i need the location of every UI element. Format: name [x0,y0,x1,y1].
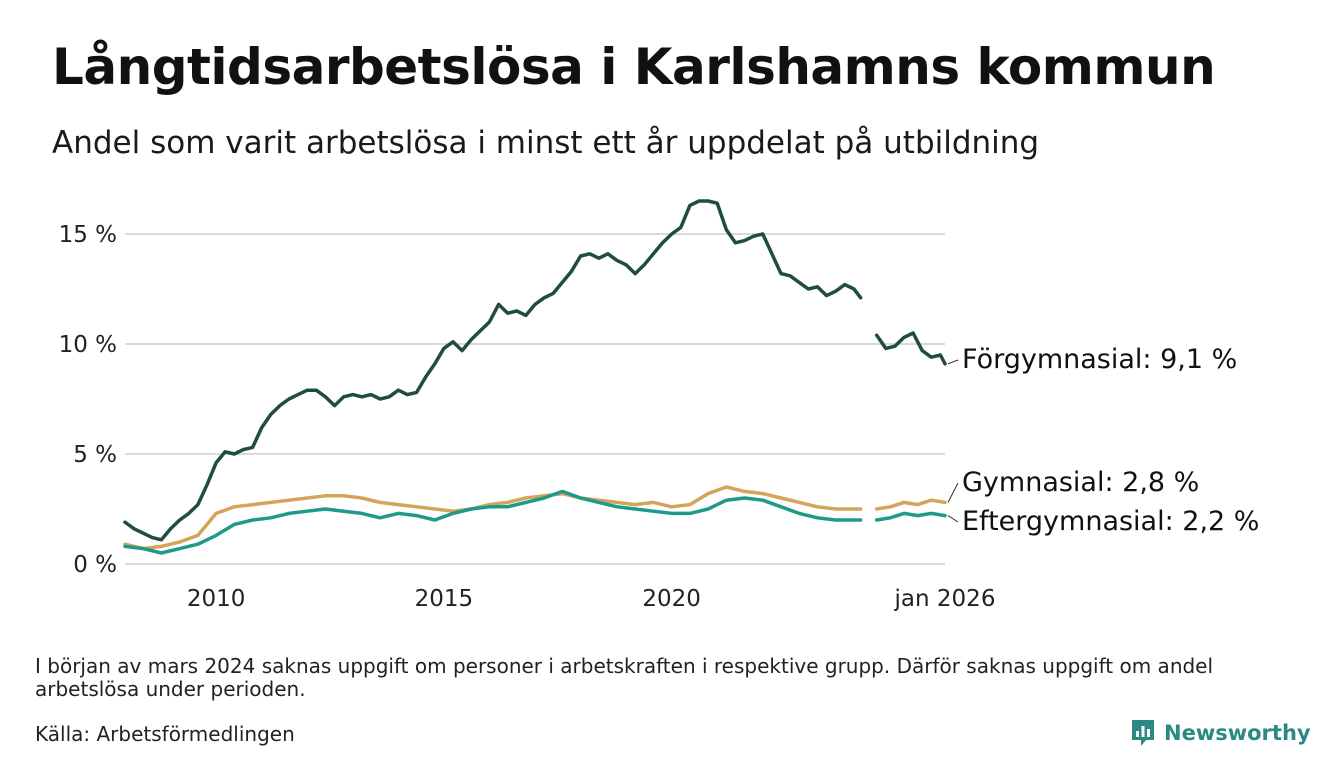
y-tick-label: 0 % [73,552,117,578]
x-tick-label: 2020 [642,586,701,612]
newsworthy-brand[interactable]: Newsworthy [1130,718,1311,748]
series-lines [123,199,947,555]
leader-line [947,359,959,365]
leader-line [947,515,959,523]
series-end-label: Eftergymnasial: 2,2 % [962,506,1259,537]
y-axis-ticks: 0 % 5 % 10 % 15 % [59,222,117,578]
y-tick-label: 5 % [73,442,117,468]
x-tick-label: 2010 [187,586,246,612]
series-end-labels: Förgymnasial: 9,1 % Gymnasial: 2,8 % Efter… [947,344,1259,537]
series-end-label: Förgymnasial: 9,1 % [962,344,1237,375]
footnote: I början av mars 2024 saknas uppgift om … [35,654,1214,701]
series-gymnasial [123,485,947,551]
series-eftergymnasial [123,489,947,555]
series-line-segment [123,485,863,551]
x-tick-label: 2015 [415,586,474,612]
newsworthy-logo-icon [1132,720,1154,746]
line-chart: 0 % 5 % 10 % 15 % 2010 2015 2020 jan 2026 Förg… [59,199,1259,612]
grid-lines [125,233,945,565]
series-line-segment [123,489,863,555]
leader-line [947,482,959,503]
y-tick-label: 15 % [59,222,117,248]
chart-title: Långtidsarbetslösa i Karlshamns kommun [52,38,1216,96]
source-credit: Källa: Arbetsförmedlingen [35,722,295,746]
series-end-label: Gymnasial: 2,8 % [962,467,1199,498]
x-axis-ticks: 2010 2015 2020 jan 2026 [187,586,996,612]
y-tick-label: 10 % [59,332,117,358]
series-förgymnasial [123,199,947,542]
series-line-segment [874,498,947,511]
series-line-segment [874,331,947,366]
series-line-segment [123,199,863,542]
brand-name: Newsworthy [1164,721,1311,745]
series-line-segment [874,511,947,522]
x-tick-label: jan 2026 [894,586,996,612]
chart-subtitle: Andel som varit arbetslösa i minst ett å… [52,125,1040,161]
